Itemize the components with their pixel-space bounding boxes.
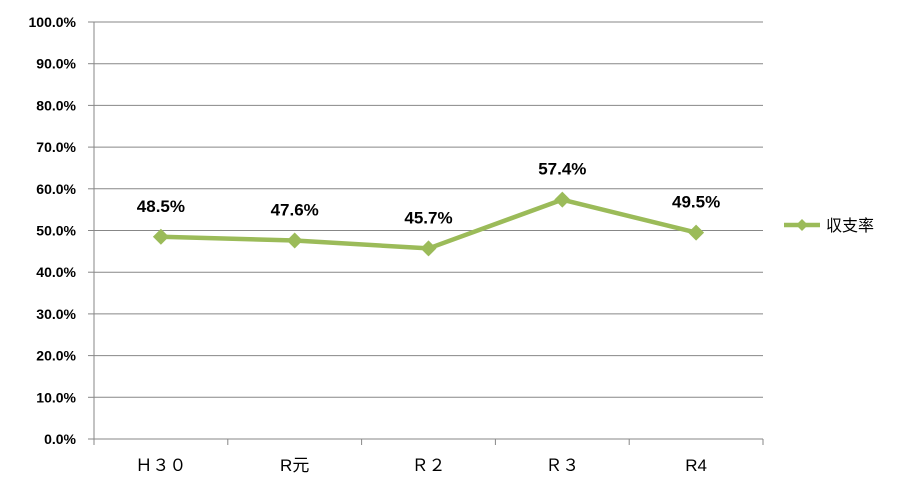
legend-label: 収支率 [826,217,874,235]
data-label: 49.5% [672,193,720,212]
gridlines [94,21,763,398]
data-point-marker [152,228,169,245]
y-tick-label: 30.0% [36,306,76,322]
y-tick-label: 40.0% [36,264,76,280]
y-tick-label: 50.0% [36,223,76,239]
axes [88,21,764,445]
data-label: 47.6% [271,201,319,220]
data-label: 45.7% [404,208,452,227]
y-tick-label: 0.0% [44,431,76,447]
y-tick-label: 20.0% [36,348,76,364]
x-tick-label: R4 [685,456,707,475]
legend-marker [796,219,808,231]
data-point-marker [554,191,571,208]
x-tick-label: Ｒ３ [545,456,579,475]
legend: 収支率 [784,217,874,235]
x-tick-label: R元 [280,456,309,475]
data-point-marker [420,240,437,257]
data-point-marker [688,224,705,241]
y-axis-ticks: 0.0% 10.0% 20.0% 30.0% 40.0% 50.0% 60.0% 70.0% 8… [29,14,77,447]
y-tick-label: 90.0% [36,56,76,72]
series-group [152,191,705,257]
x-tick-label: Ｈ３０ [135,456,186,475]
data-label: 48.5% [137,197,185,216]
y-tick-label: 70.0% [36,139,76,155]
x-axis-ticks: Ｈ３０ R元 Ｒ２ Ｒ３ R4 [135,456,707,475]
data-labels: 48.5% 47.6% 45.7% 57.4% 49.5% [137,160,720,228]
data-label: 57.4% [538,160,586,179]
y-tick-label: 60.0% [36,181,76,197]
x-tick-label: Ｒ２ [412,456,446,475]
data-point-marker [286,232,303,249]
y-tick-label: 100.0% [29,14,77,30]
y-tick-label: 10.0% [36,389,76,405]
y-tick-label: 80.0% [36,97,76,113]
